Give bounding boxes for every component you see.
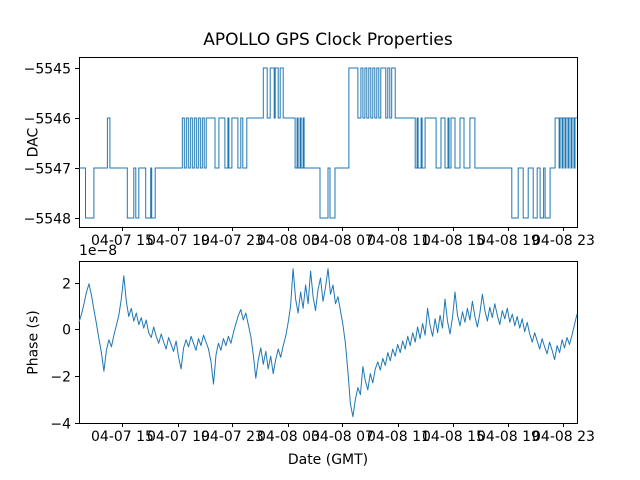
x-tick-label: 04-07 15 [91,429,154,445]
y-tick-label: −5547 [24,162,71,178]
x-tick-label: 04-08 15 [422,233,485,249]
y-tick-label: −5548 [24,212,71,228]
x-tick-label: 04-07 19 [147,233,210,249]
phase-offset-text: 1e−8 [79,243,118,259]
x-tick-label: 04-07 15 [91,233,154,249]
dac-line [79,67,577,219]
x-tick-label: 04-08 03 [257,429,320,445]
x-tick-label: 04-07 23 [201,429,264,445]
y-tick-label: 2 [62,277,71,293]
x-tick-label: 04-08 19 [477,429,540,445]
chart-title: APOLLO GPS Clock Properties [203,30,453,50]
x-tick-label: 04-08 11 [367,233,430,249]
phase-axes-border [79,261,578,424]
x-tick-label: 04-08 11 [367,429,430,445]
x-tick-label: 04-08 23 [532,429,595,445]
x-tick-label: 04-08 23 [532,233,595,249]
x-tick-label: 04-08 07 [311,233,374,249]
x-tick-label: 04-08 07 [311,429,374,445]
x-tick-label: 04-08 15 [422,429,485,445]
y-tick-label: −5545 [24,62,71,78]
y-tick-label: 0 [62,323,71,339]
x-axis-label: Date (GMT) [287,452,369,468]
x-tick-label: 04-08 03 [257,233,320,249]
phase-line [78,268,578,418]
dac-axes-border [79,57,578,228]
y-tick-label: −4 [50,417,71,433]
x-tick-label: 04-07 19 [147,429,210,445]
x-tick-label: 04-08 19 [477,233,540,249]
y-tick-label: −5546 [24,112,71,128]
x-tick-label: 04-07 23 [201,233,264,249]
y-tick-label: −2 [50,370,71,386]
